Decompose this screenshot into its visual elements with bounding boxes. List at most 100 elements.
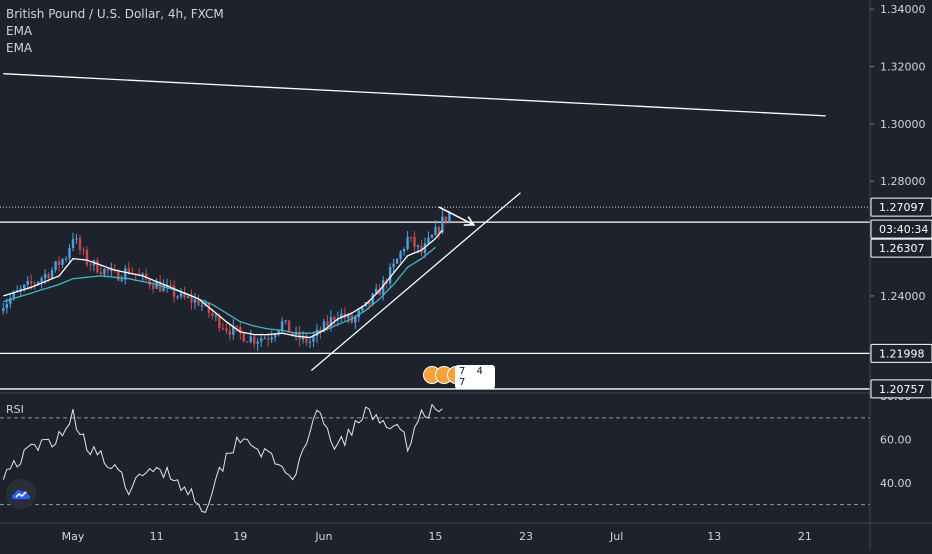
candle-body [214, 315, 218, 317]
price-tick-label: 1.34000 [880, 3, 926, 16]
rsi-tick-label: 40.00 [880, 477, 912, 490]
candle-body [151, 285, 155, 289]
candle-body [176, 296, 179, 298]
candle-body [434, 227, 437, 236]
candle-body [291, 332, 294, 336]
candle-body [263, 338, 266, 340]
candle-body [388, 267, 392, 284]
tradingview-cloud-icon[interactable] [6, 479, 36, 509]
candle-body [193, 299, 197, 303]
chart-legend: British Pound / U.S. Dollar, 4h, FXCM EM… [6, 6, 224, 57]
price-label-text: 1.27097 [879, 201, 925, 214]
candle-body [179, 292, 183, 297]
ema-slow-line[interactable] [3, 246, 436, 334]
candle-body [329, 317, 333, 326]
candle-body [378, 288, 381, 296]
candle-body [144, 273, 148, 280]
trend-line[interactable] [310, 192, 521, 371]
candle-body [273, 334, 277, 338]
ema-indicator-label-1[interactable]: EMA [6, 24, 33, 38]
candle-body [413, 236, 416, 247]
price-label-box [870, 379, 932, 399]
price-label[interactable]: 1.20757 [870, 379, 932, 399]
time-tick-label: 11 [150, 530, 164, 543]
candle-body [47, 274, 50, 279]
candle-body [68, 247, 71, 259]
candle-body [5, 303, 8, 309]
candle-body [347, 314, 350, 319]
candle-body [448, 212, 451, 221]
candle-body [9, 298, 12, 304]
candle-body [416, 245, 420, 247]
candle-body [190, 296, 193, 303]
candle-body [110, 269, 113, 272]
candle-body [57, 261, 61, 265]
candle-body [308, 341, 312, 343]
candle-body [218, 315, 221, 328]
price-label-text: 1.26307 [879, 242, 925, 255]
rsi-indicator-label[interactable]: RSI [6, 403, 24, 416]
ema-indicator-label-2[interactable]: EMA [6, 41, 33, 55]
candle-body [155, 281, 158, 289]
candle-body [103, 268, 106, 275]
candle-body [99, 272, 103, 275]
candle-body [235, 325, 238, 327]
candle-body [322, 321, 326, 332]
price-label[interactable]: 1.21998 [870, 343, 932, 363]
economic-events-badge[interactable]: 7 4 7 [423, 364, 495, 389]
candle-body [106, 268, 110, 272]
candle-body [301, 335, 305, 340]
candle-body [228, 330, 232, 335]
candle-body [270, 337, 273, 340]
candle-body [361, 306, 364, 311]
candle-body [54, 261, 57, 271]
price-label-text: 03:40:34 [879, 223, 928, 236]
candle-body [85, 250, 89, 265]
rsi-line[interactable] [2, 403, 443, 514]
candle-body [61, 259, 64, 265]
price-label-text: 1.21998 [879, 347, 925, 360]
candle-body [225, 328, 228, 331]
symbol-title[interactable]: British Pound / U.S. Dollar, 4h, FXCM [6, 7, 224, 21]
price-label-text: 1.20757 [879, 383, 925, 396]
candle-body [368, 301, 371, 305]
candle-body [96, 260, 99, 273]
time-tick-label: 13 [707, 530, 721, 543]
candle-body [381, 280, 385, 296]
trend-line[interactable] [3, 73, 826, 117]
price-axis-panel[interactable] [870, 0, 932, 550]
candle-body [2, 308, 5, 311]
time-tick-label: Jun [314, 530, 332, 543]
time-tick-label: Jul [609, 530, 623, 543]
candle-body [326, 321, 329, 326]
ema-fast-line[interactable] [3, 229, 443, 339]
candle-body [64, 258, 68, 260]
candle-body [340, 313, 343, 319]
candle-body [284, 320, 287, 322]
candle-body [259, 338, 263, 342]
price-label[interactable]: 03:40:34 [870, 219, 932, 239]
candle-body [441, 216, 444, 233]
candle-body [430, 235, 434, 238]
price-label-box [870, 219, 932, 239]
candle-body [211, 313, 214, 316]
candle-body [36, 281, 40, 284]
price-label[interactable]: 1.27097 [870, 197, 932, 217]
arrow-head[interactable] [463, 216, 476, 226]
candle-body [29, 281, 33, 284]
candle-body [266, 338, 270, 340]
time-tick-label: May [62, 530, 85, 543]
candle-body [444, 216, 448, 221]
price-label-box [870, 197, 932, 217]
arrow-shaft[interactable] [438, 206, 475, 226]
candle-body [402, 248, 406, 252]
candle-body [315, 329, 319, 337]
candle-body [406, 236, 409, 249]
candle-body [357, 310, 360, 318]
price-label[interactable]: 1.26307 [870, 238, 932, 258]
price-label-box [870, 343, 932, 363]
candle-body [249, 336, 252, 342]
time-tick-label: 23 [519, 530, 533, 543]
